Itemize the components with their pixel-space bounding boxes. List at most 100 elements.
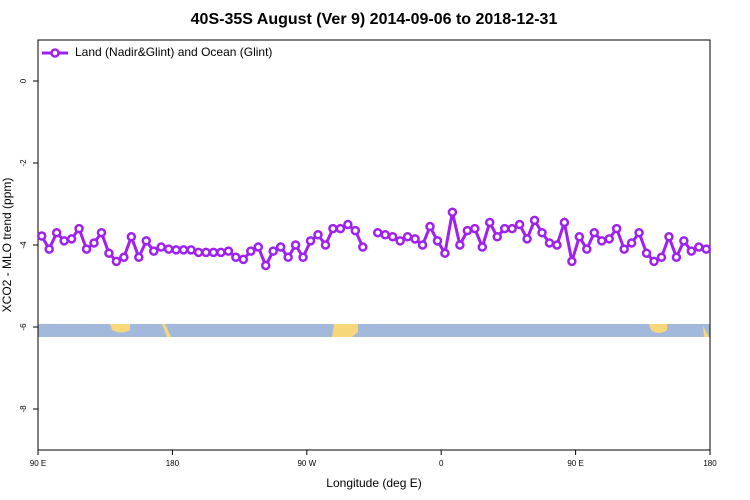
- point: [156, 242, 166, 252]
- point: [425, 221, 435, 232]
- point: [455, 240, 465, 250]
- point: [372, 227, 383, 238]
- point: [36, 231, 47, 241]
- y-tick-label: -4: [19, 241, 28, 249]
- point: [589, 227, 600, 238]
- point: [320, 240, 331, 250]
- y-tick-label: 0: [19, 78, 28, 83]
- point: [701, 244, 712, 254]
- point: [641, 248, 652, 258]
- point: [343, 219, 353, 230]
- point: [171, 245, 181, 255]
- point: [186, 245, 196, 255]
- point: [201, 247, 211, 258]
- point: [440, 248, 450, 258]
- point: [470, 223, 480, 234]
- point: [208, 247, 219, 258]
- legend-marker: [50, 48, 60, 58]
- point: [260, 260, 271, 271]
- point: [537, 227, 547, 238]
- point: [44, 244, 54, 254]
- point: [462, 225, 473, 236]
- point: [694, 242, 704, 252]
- x-tick-label: 90 E: [30, 459, 46, 468]
- x-tick-label: 180: [703, 459, 717, 468]
- point: [484, 217, 495, 228]
- point: [611, 223, 622, 234]
- point: [447, 207, 458, 217]
- point: [626, 238, 637, 248]
- point: [552, 240, 562, 250]
- point: [477, 242, 488, 252]
- point: [350, 225, 361, 236]
- point: [111, 256, 122, 267]
- point: [544, 238, 555, 248]
- point: [582, 244, 592, 254]
- legend-label: Land (Nadir&Glint) and Ocean (Glint): [75, 45, 272, 59]
- point: [417, 240, 428, 250]
- point: [686, 246, 697, 256]
- point: [492, 232, 502, 242]
- point: [81, 244, 92, 254]
- point: [96, 227, 107, 238]
- point: [619, 244, 629, 254]
- point: [119, 252, 129, 263]
- x-tick-label: 180: [166, 459, 180, 468]
- point: [313, 230, 323, 240]
- x-tick-label: 0: [439, 459, 444, 468]
- point: [432, 236, 443, 246]
- point: [328, 223, 338, 234]
- point: [387, 232, 398, 242]
- x-tick-label: 90 E: [567, 459, 583, 468]
- plot-frame: [37, 39, 711, 451]
- x-tick-label: 90 W: [297, 459, 316, 468]
- y-tick-label: -6: [19, 323, 28, 331]
- point: [231, 252, 241, 263]
- point: [253, 242, 264, 252]
- point: [148, 246, 159, 256]
- point: [507, 223, 517, 234]
- point: [664, 232, 674, 242]
- point: [522, 234, 532, 244]
- point: [514, 219, 525, 230]
- point: [499, 223, 510, 234]
- point: [268, 246, 278, 256]
- point: [402, 232, 413, 242]
- y-tick-label: -2: [19, 159, 28, 167]
- point: [395, 236, 405, 246]
- point: [335, 223, 346, 234]
- point: [275, 242, 286, 252]
- point: [246, 246, 256, 256]
- point: [74, 223, 84, 234]
- point: [66, 234, 77, 244]
- point: [178, 245, 189, 255]
- point: [656, 252, 667, 263]
- point: [358, 242, 368, 252]
- point: [679, 236, 689, 246]
- y-axis-label: XCO2 - MLO trend (ppm): [0, 178, 14, 313]
- point: [634, 227, 644, 238]
- point: [574, 232, 585, 242]
- point: [134, 252, 144, 263]
- chart-title: 40S-35S August (Ver 9) 2014-09-06 to 201…: [191, 11, 558, 28]
- point: [126, 232, 137, 242]
- point: [410, 234, 420, 244]
- point: [529, 215, 540, 226]
- point: [59, 236, 69, 246]
- point: [671, 252, 682, 263]
- point: [216, 247, 226, 258]
- point: [298, 252, 308, 263]
- point: [223, 246, 234, 256]
- point: [380, 230, 390, 240]
- y-tick-label: -8: [19, 405, 28, 413]
- point: [51, 227, 62, 238]
- point: [283, 252, 293, 263]
- point: [193, 247, 204, 258]
- point: [163, 244, 174, 254]
- point: [290, 240, 301, 250]
- point: [649, 256, 659, 267]
- point: [89, 238, 99, 248]
- point: [567, 256, 577, 267]
- land-ocean-strip: [38, 324, 710, 337]
- point: [141, 236, 152, 246]
